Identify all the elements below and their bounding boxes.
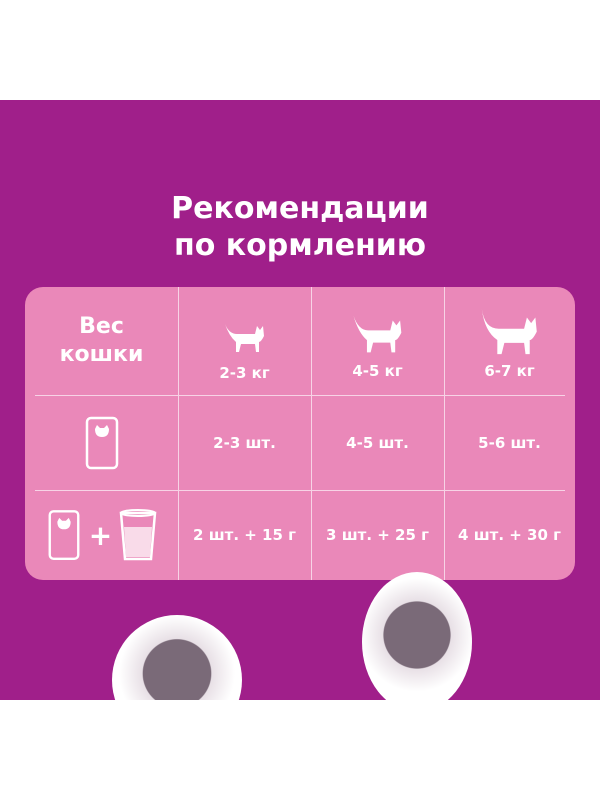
title-line-1: Рекомендации	[171, 191, 429, 226]
cat-paw-image	[362, 572, 472, 712]
wet-plus-dry-row-label: +	[25, 490, 178, 580]
cat-icon	[224, 324, 264, 352]
header-line-1: Вес	[79, 314, 124, 339]
weight-small: 2-3 кг	[178, 307, 311, 395]
mixed-amount: 3 шт. + 25 г	[326, 526, 429, 544]
weight-large: 6-7 кг	[444, 293, 575, 395]
weight-medium: 4-5 кг	[311, 297, 444, 395]
weight-value: 6-7 кг	[484, 362, 535, 380]
dry-food-cup-icon	[119, 509, 157, 561]
pouch-icon	[48, 510, 80, 560]
bottom-margin	[0, 700, 600, 800]
divider	[35, 490, 565, 491]
title-line-2: по кормлению	[174, 228, 426, 263]
mixed-amount: 4 шт. + 30 г	[458, 526, 561, 544]
divider	[178, 287, 179, 580]
header-label: Вес кошки	[25, 287, 178, 395]
wet-amount: 5-6 шт.	[478, 433, 541, 452]
page-title: Рекомендации по кормлению	[0, 190, 600, 264]
header-line-2: кошки	[59, 342, 144, 367]
divider	[35, 395, 565, 396]
cat-icon	[352, 315, 401, 353]
weight-value: 4-5 кг	[352, 362, 403, 380]
feeding-table: Вес кошки 2-3 кг 4-5 кг 6-7 кг 2-3 шт. 4…	[25, 287, 575, 580]
wet-amount: 2-3 шт.	[213, 433, 276, 452]
pouch-icon	[85, 416, 118, 469]
plus-sign: +	[88, 518, 113, 552]
mixed-amount: 2 шт. + 15 г	[193, 526, 296, 544]
wet-amount: 4-5 шт.	[346, 433, 409, 452]
weight-value: 2-3 кг	[219, 364, 270, 382]
cat-icon	[481, 309, 537, 355]
divider	[311, 287, 312, 580]
wet-food-row-label	[25, 395, 178, 490]
divider	[444, 287, 445, 580]
